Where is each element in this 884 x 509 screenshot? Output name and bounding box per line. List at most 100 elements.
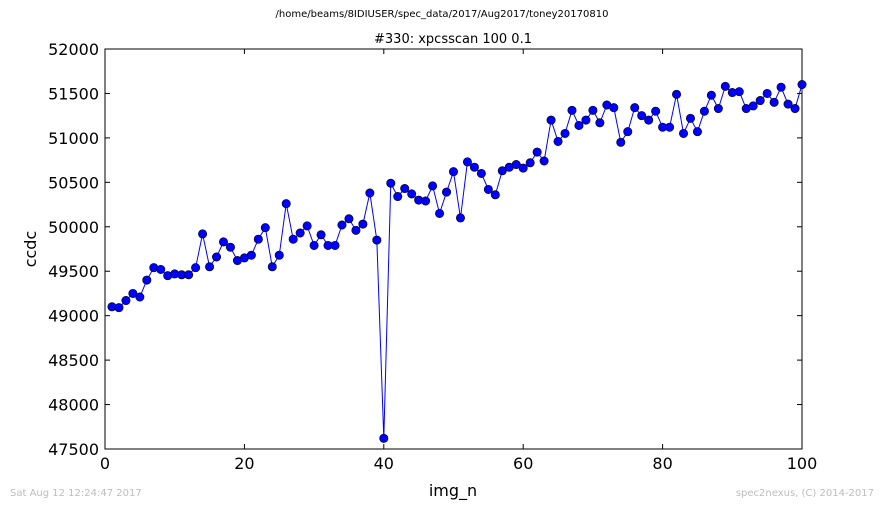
- data-point: [246, 250, 256, 260]
- data-point: [455, 213, 465, 223]
- data-point: [476, 168, 486, 178]
- data-point: [532, 147, 542, 157]
- data-point: [316, 230, 326, 240]
- y-tick-label: 48000: [48, 396, 99, 415]
- data-point: [281, 199, 291, 209]
- data-point: [609, 103, 619, 113]
- y-tick-label: 51000: [48, 129, 99, 148]
- y-axis-label: ccdc: [21, 231, 40, 268]
- data-point: [428, 181, 438, 191]
- data-point: [344, 214, 354, 224]
- data-point: [588, 105, 598, 115]
- y-tick-label: 49000: [48, 307, 99, 326]
- data-point: [302, 221, 312, 231]
- data-point: [400, 184, 410, 194]
- data-point: [128, 288, 138, 298]
- footer-timestamp: Sat Aug 12 12:24:47 2017: [10, 488, 142, 499]
- data-point: [581, 115, 591, 125]
- data-point: [218, 237, 228, 247]
- data-point: [797, 80, 807, 90]
- data-point: [225, 242, 235, 252]
- data-point: [135, 292, 145, 302]
- data-point: [469, 162, 479, 172]
- data-point: [734, 87, 744, 97]
- data-point: [637, 111, 647, 121]
- data-point: [511, 160, 521, 170]
- figure-suptitle: /home/beams/8IDIUSER/spec_data/2017/Aug2…: [275, 9, 609, 20]
- data-point: [518, 163, 528, 173]
- data-point: [184, 270, 194, 280]
- data-point: [337, 220, 347, 230]
- data-point: [205, 262, 215, 272]
- data-point: [553, 136, 563, 146]
- x-tick-label: 100: [787, 454, 818, 473]
- x-tick-label: 40: [374, 454, 394, 473]
- data-point: [560, 128, 570, 138]
- data-point: [672, 89, 682, 99]
- chart-title: #330: xpcsscan 100 0.1: [374, 32, 532, 47]
- y-tick-label: 47500: [48, 440, 99, 459]
- axes: [104, 48, 803, 450]
- data-point: [665, 122, 675, 132]
- data-point: [393, 192, 403, 202]
- data-point: [365, 188, 375, 198]
- data-point: [198, 229, 208, 239]
- data-point: [790, 104, 800, 114]
- data-point: [713, 104, 723, 114]
- data-point: [616, 137, 626, 147]
- data-point: [253, 234, 263, 244]
- data-point: [212, 252, 222, 262]
- data-point: [651, 106, 661, 116]
- data-point: [121, 296, 131, 306]
- data-point: [407, 189, 417, 199]
- data-point: [386, 178, 396, 188]
- series-layer: [107, 80, 807, 443]
- x-tick-label: 0: [100, 454, 110, 473]
- data-point: [295, 228, 305, 238]
- data-point: [685, 113, 695, 123]
- data-point: [462, 157, 472, 167]
- y-tick-label: 50500: [48, 173, 99, 192]
- data-point: [525, 158, 535, 168]
- data-point: [595, 118, 605, 128]
- data-point: [191, 263, 201, 273]
- data-point: [630, 103, 640, 113]
- data-point: [435, 208, 445, 218]
- data-point: [748, 101, 758, 111]
- data-point: [783, 99, 793, 109]
- y-tick-label: 52000: [48, 40, 99, 59]
- data-point: [260, 223, 270, 233]
- x-tick-label: 60: [513, 454, 533, 473]
- axis-ticks: 0 20 40 60 80 100 47500 48000 48500 49000 49500 500…: [48, 40, 817, 473]
- data-point: [448, 167, 458, 177]
- data-point: [776, 82, 786, 92]
- data-point: [679, 128, 689, 138]
- y-tick-label: 49500: [48, 262, 99, 281]
- data-point: [330, 240, 340, 250]
- data-point: [720, 81, 730, 91]
- x-tick-label: 20: [234, 454, 254, 473]
- data-point: [309, 240, 319, 250]
- data-point: [156, 264, 166, 274]
- data-point: [379, 433, 389, 443]
- data-point: [699, 106, 709, 116]
- y-tick-label: 51500: [48, 84, 99, 103]
- data-point: [483, 184, 493, 194]
- data-point: [358, 219, 368, 229]
- data-point: [372, 235, 382, 245]
- data-point: [442, 187, 452, 197]
- data-point: [351, 225, 361, 235]
- x-tick-label: 80: [652, 454, 672, 473]
- data-point: [574, 120, 584, 130]
- data-point: [623, 127, 633, 137]
- data-point: [142, 275, 152, 285]
- y-tick-label: 48500: [48, 351, 99, 370]
- footer-credit: spec2nexus, (C) 2014-2017: [735, 488, 874, 499]
- data-point: [546, 115, 556, 125]
- data-point: [288, 234, 298, 244]
- data-point: [421, 196, 431, 206]
- data-point: [762, 88, 772, 98]
- data-point: [490, 190, 500, 200]
- data-point: [644, 115, 654, 125]
